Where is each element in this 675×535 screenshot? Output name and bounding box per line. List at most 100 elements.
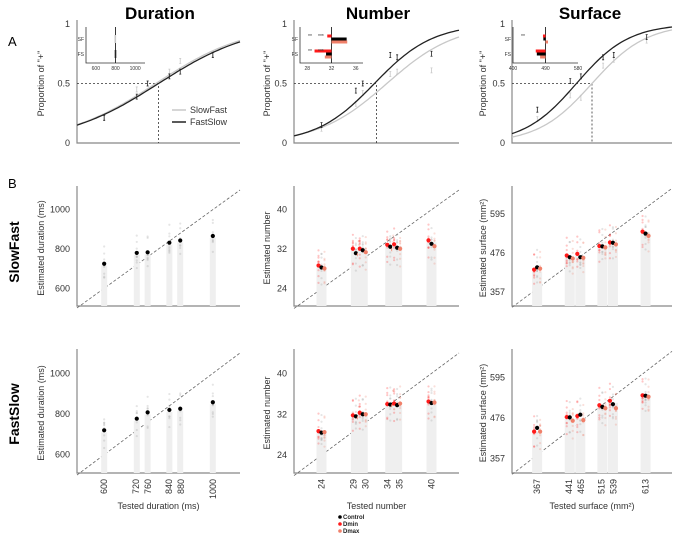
individual-point [317,437,320,440]
data-point-fastslow [645,34,648,40]
individual-point [323,263,326,266]
x-tick-label: 465 [576,479,586,494]
y-tick-label: 0.5 [57,79,70,89]
individual-point [168,249,171,252]
axes [511,186,672,307]
individual-point [614,232,618,235]
individual-point [647,241,650,244]
individual-point [604,413,607,416]
mean-column [166,244,173,306]
individual-point [103,439,106,442]
individual-point [641,400,644,404]
mean-point-control [360,248,365,253]
identity-line [511,350,673,475]
individual-point [608,402,612,406]
individual-point [533,426,536,429]
individual-point [430,236,433,239]
individual-point [358,240,361,243]
individual-point [179,416,182,419]
data-point-slowfast [602,62,605,69]
individual-point [533,415,536,418]
individual-point [399,393,402,396]
individual-point [146,425,149,428]
individual-point [323,416,326,419]
individual-point [533,276,536,279]
individual-point [211,394,214,398]
individual-point [320,437,323,440]
individual-point [351,417,354,420]
individual-point [392,234,395,237]
individual-point [354,410,357,414]
y-tick-label: 32 [277,409,287,419]
individual-point [598,407,601,410]
individual-point [354,243,357,247]
individual-point [539,424,542,427]
individual-point [641,221,644,224]
axes [293,349,459,474]
mean-point-dmax [570,418,575,423]
mean-point-dmin [607,398,613,403]
individual-point [598,386,601,389]
individual-point [357,405,360,408]
plot-b-duration-slowfast: Estimated duration (ms) 600 800 1000 [36,186,241,309]
individual-point [536,431,539,434]
individual-point [604,228,607,231]
inset-x-tick-label: 600 [92,66,101,72]
individual-point [393,390,396,393]
inset-x-tick-label: 32 [329,66,335,72]
individual-point [389,419,392,422]
individual-point [611,226,615,229]
individual-point [644,409,647,412]
inset-row-label: SF [292,37,298,43]
individual-point [211,218,214,222]
individual-point [399,407,402,410]
individual-point [536,248,539,251]
mean-point-control [643,231,648,236]
mean-point-dmax [432,400,437,405]
individual-point [323,439,326,442]
individual-point [533,445,536,448]
mean-point-dmin [350,246,355,251]
individual-point [396,395,399,398]
individual-point [433,237,436,240]
inset-x-tick-label: 580 [574,66,583,72]
individual-point [146,257,149,260]
individual-point [103,276,106,279]
individual-point [389,251,392,254]
plot-a-surface: Proportion of "+" 0 0.5 1 400 490 580 SF FS ** [478,19,673,148]
individual-point [389,263,392,266]
individual-point [539,250,542,253]
plot-b-surface-fastslow: Estimated surface (mm²) 357 476 595 367 441 46… [478,349,673,511]
individual-point [317,249,320,252]
y-tick-label: 357 [490,287,505,297]
data-point-fastslow [396,54,399,61]
individual-point [364,241,367,244]
individual-point [565,260,568,263]
identity-line [293,352,460,476]
individual-point [536,437,539,440]
y-tick-label: 1000 [50,205,70,215]
individual-point [396,239,399,242]
individual-point [399,385,402,388]
mean-column [575,418,586,473]
individual-point [430,419,433,422]
individual-point [601,414,604,417]
inset-bar [114,35,117,43]
y-tick-label: 595 [490,209,505,219]
individual-point [386,393,389,397]
individual-point [568,240,571,244]
y-tick-label: 1 [500,19,505,29]
individual-point [427,235,430,238]
individual-point [354,236,357,240]
individual-point [354,269,357,272]
legend-dmax-label: Dmax [343,529,360,535]
individual-point [568,261,571,264]
individual-point [582,271,585,274]
mean-column [392,405,403,473]
individual-point [608,382,612,385]
individual-point [351,262,354,265]
individual-point [576,241,579,244]
individual-point [361,235,364,238]
individual-point [571,272,574,275]
individual-point [571,412,574,415]
